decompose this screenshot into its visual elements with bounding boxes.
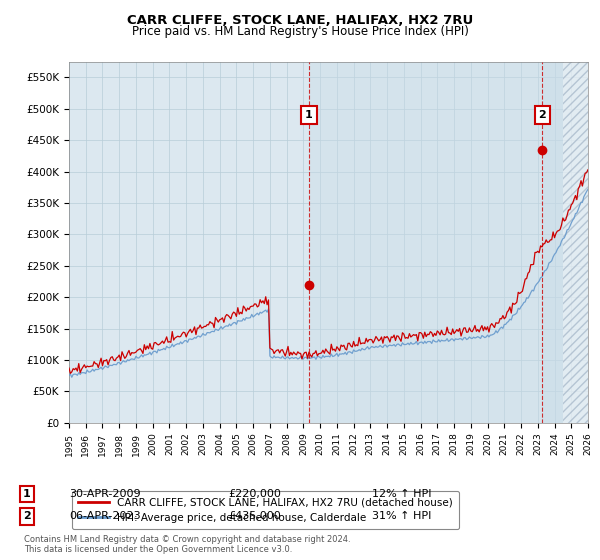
Text: £435,000: £435,000: [228, 511, 281, 521]
Text: 2: 2: [23, 511, 31, 521]
Text: 12% ↑ HPI: 12% ↑ HPI: [372, 489, 431, 499]
Text: £220,000: £220,000: [228, 489, 281, 499]
Text: CARR CLIFFE, STOCK LANE, HALIFAX, HX2 7RU: CARR CLIFFE, STOCK LANE, HALIFAX, HX2 7R…: [127, 14, 473, 27]
Legend: CARR CLIFFE, STOCK LANE, HALIFAX, HX2 7RU (detached house), HPI: Average price, : CARR CLIFFE, STOCK LANE, HALIFAX, HX2 7R…: [71, 491, 460, 529]
Text: Price paid vs. HM Land Registry's House Price Index (HPI): Price paid vs. HM Land Registry's House …: [131, 25, 469, 38]
Bar: [309, 62, 588, 423]
Text: 2: 2: [538, 110, 546, 120]
Text: Contains HM Land Registry data © Crown copyright and database right 2024.
This d: Contains HM Land Registry data © Crown c…: [24, 535, 350, 554]
Text: 1: 1: [305, 110, 313, 120]
Text: 06-APR-2023: 06-APR-2023: [69, 511, 140, 521]
Polygon shape: [563, 62, 588, 423]
Text: 30-APR-2009: 30-APR-2009: [69, 489, 140, 499]
Text: 1: 1: [23, 489, 31, 499]
Text: 31% ↑ HPI: 31% ↑ HPI: [372, 511, 431, 521]
Bar: [542, 62, 588, 423]
